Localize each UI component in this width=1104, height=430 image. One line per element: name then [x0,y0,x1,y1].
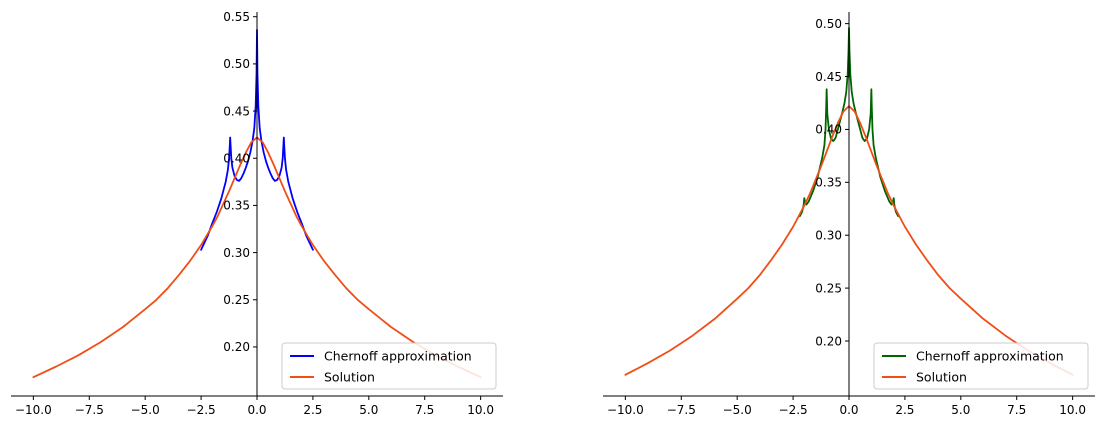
y-tick-label: 0.25 [815,281,842,295]
y-tick-label: 0.30 [815,229,842,243]
y-tick-label: 0.20 [223,340,250,354]
x-tick-label: 10.0 [1059,403,1086,417]
x-tick-label: 2.5 [895,403,914,417]
legend: Chernoff approximation Solution [873,342,1089,390]
y-tick-label: 0.25 [223,293,250,307]
y-tick-label: 0.35 [815,176,842,190]
x-tick-label: −2.5 [187,403,216,417]
x-tick-label: −10.0 [607,403,644,417]
legend-label-chernoff-approximation: Chernoff approximation [916,349,1064,364]
x-tick-label: 2.5 [303,403,322,417]
y-tick-label: 0.30 [223,246,250,260]
x-tick-label: −7.5 [75,403,104,417]
legend-box [873,342,1089,390]
x-tick-label: −10.0 [15,403,52,417]
x-tick-label: −5.0 [723,403,752,417]
y-tick-label: 0.50 [815,17,842,31]
left-chart-panel: −10.0 −7.5 −5.0 −2.5 0.0 2.5 5.0 7.5 10.0 0.20 0.2… [11,10,503,417]
y-tick-label: 0.50 [223,57,250,71]
x-tick-label: 10.0 [467,403,494,417]
x-tick-label: 5.0 [951,403,970,417]
legend-label-chernoff-approximation: Chernoff approximation [324,349,472,364]
x-tick-label: −7.5 [667,403,696,417]
x-tick-label: 7.5 [1007,403,1026,417]
x-tick-label: 0.0 [247,403,266,417]
y-tick-label: 0.40 [815,123,842,137]
x-tick-label: 5.0 [359,403,378,417]
x-tick-label: 7.5 [415,403,434,417]
y-tick-label: 0.45 [223,104,250,118]
y-tick-label: 0.35 [223,199,250,213]
x-tick-label: 0.0 [839,403,858,417]
right-chart-panel: −10.0 −7.5 −5.0 −2.5 0.0 2.5 5.0 7.5 10.0 0.20 0.2… [603,12,1095,417]
y-tick-label: 0.40 [223,152,250,166]
legend-label-solution: Solution [324,370,375,385]
legend-label-solution: Solution [916,370,967,385]
x-tick-label: −2.5 [779,403,808,417]
legend-box [281,342,497,390]
y-tick-label: 0.55 [223,10,250,24]
legend: Chernoff approximation Solution [281,342,497,390]
y-tick-label: 0.45 [815,70,842,84]
x-tick-label: −5.0 [131,403,160,417]
y-tick-label: 0.20 [815,334,842,348]
